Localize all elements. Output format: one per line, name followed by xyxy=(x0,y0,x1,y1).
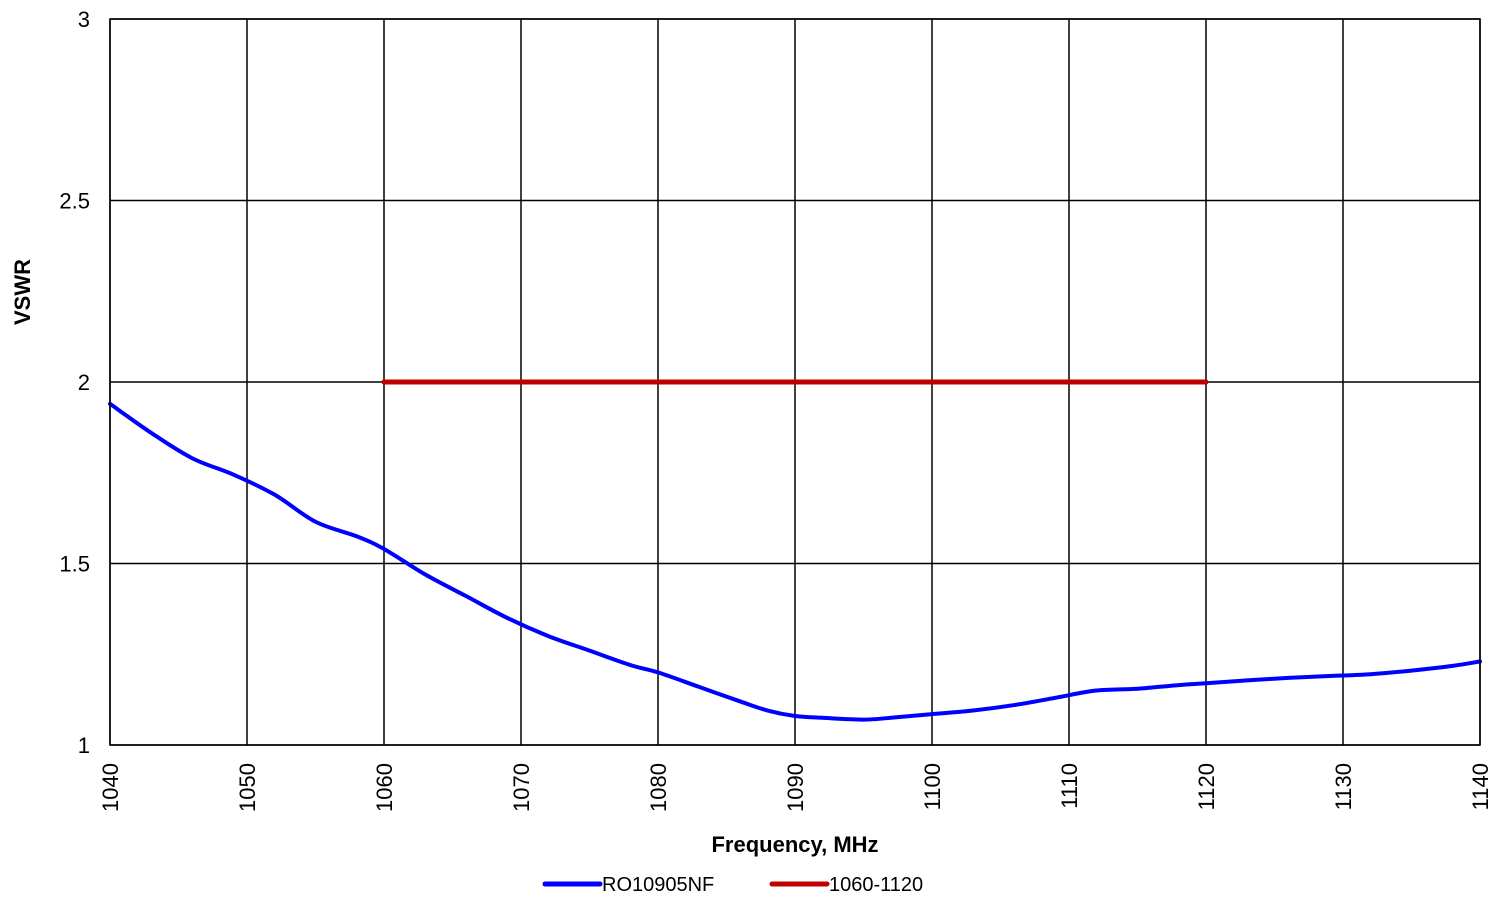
x-tick-label: 1060 xyxy=(372,763,397,812)
series-line-RO10905NF xyxy=(108,401,1482,722)
x-tick-label: 1070 xyxy=(509,763,534,812)
x-tick-label: 1130 xyxy=(1331,763,1356,810)
legend: RO10905NF 1060-1120 xyxy=(542,874,923,896)
x-tick-label: 1040 xyxy=(98,763,123,812)
y-tick-label: 1.5 xyxy=(59,552,90,577)
x-tick-label: 1120 xyxy=(1194,763,1219,810)
x-tick-label: 1090 xyxy=(783,763,808,812)
x-tick-label: 1140 xyxy=(1468,763,1493,810)
y-tick-label: 3 xyxy=(78,7,90,32)
y-axis-title: VSWR xyxy=(10,259,35,325)
y-tick-label: 1 xyxy=(78,733,90,758)
y-axis-ticks: 1 1.5 2 2.5 3 xyxy=(59,7,90,758)
x-tick-label: 1080 xyxy=(646,763,671,812)
plot-area-border xyxy=(109,18,1481,746)
y-tick-label: 2.5 xyxy=(59,189,90,214)
x-axis-ticks: 1040 1050 1060 1070 1080 1090 1100 1110 1120 1130… xyxy=(98,763,1493,812)
y-tick-label: 2 xyxy=(78,370,90,395)
x-tick-label: 1050 xyxy=(235,763,260,812)
series-layer xyxy=(108,18,1482,746)
x-axis-title: Frequency, MHz xyxy=(711,832,878,857)
legend-label: 1060-1120 xyxy=(829,874,923,896)
x-tick-label: 1110 xyxy=(1057,763,1082,809)
legend-label: RO10905NF xyxy=(602,874,714,896)
x-tick-label: 1100 xyxy=(920,763,945,810)
